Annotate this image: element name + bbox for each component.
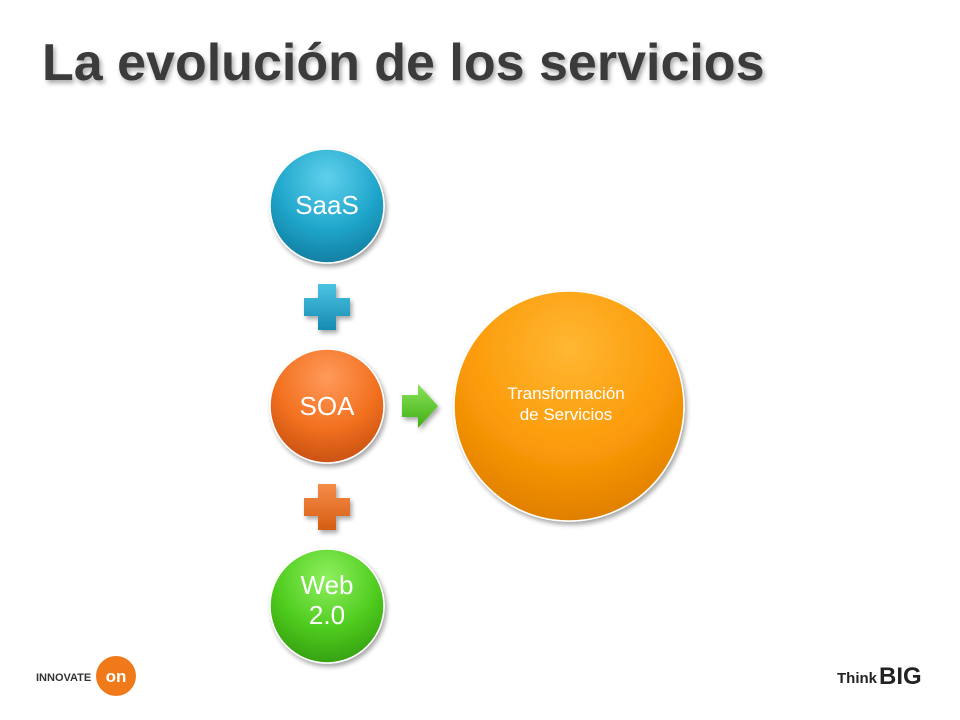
- arrow: [402, 384, 438, 428]
- circle: [269, 348, 385, 464]
- node-label: 2.0: [309, 600, 345, 630]
- slide-title: La evolución de los servicios: [42, 34, 765, 92]
- node-web20: Web 2.0: [269, 548, 385, 664]
- node-label: SaaS: [295, 190, 359, 220]
- circle: [269, 148, 385, 264]
- result-node: Transformación de Servicios: [453, 290, 685, 522]
- node-soa: SOA: [269, 348, 385, 464]
- node-label: Web: [301, 570, 354, 600]
- logo-circle: [96, 656, 136, 696]
- circle: [453, 290, 685, 522]
- node-saas: SaaS: [269, 148, 385, 264]
- circle: [269, 548, 385, 664]
- logo-text: BIG: [879, 663, 922, 690]
- thinkbig-logo: Think BIG: [837, 663, 922, 690]
- result-label: de Servicios: [520, 405, 613, 424]
- logo-text: on: [106, 667, 127, 686]
- plus-icon: [304, 484, 350, 530]
- plus-icon: [304, 284, 350, 330]
- node-label: SOA: [300, 391, 356, 421]
- result-label: Transformación: [507, 384, 624, 403]
- logo-text: INNOVATE: [36, 672, 91, 684]
- innovate-logo: INNOVATE on: [36, 656, 136, 696]
- logo-text: Think: [837, 670, 878, 687]
